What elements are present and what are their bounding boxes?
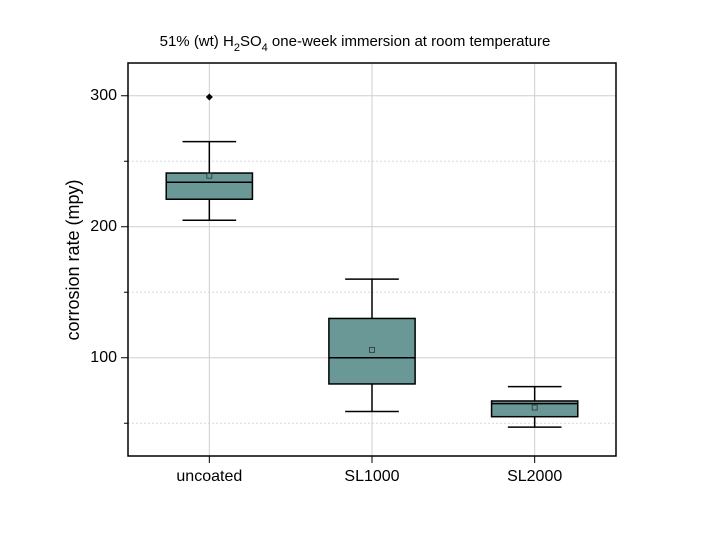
mean xyxy=(531,404,538,411)
y-tick-label: 100 xyxy=(90,349,117,366)
box xyxy=(165,172,254,200)
y-axis-label: corrosion rate (mpy) xyxy=(63,179,83,340)
plot-frame xyxy=(127,62,617,457)
box xyxy=(490,400,579,418)
mean xyxy=(206,172,213,179)
chart-title: 51% (wt) H2SO4 one-week immersion at roo… xyxy=(160,33,551,54)
y-tick-label: 300 xyxy=(90,87,117,104)
x-tick-label: SL1000 xyxy=(344,468,399,485)
x-tick-label: uncoated xyxy=(176,468,242,485)
x-tick-label: SL2000 xyxy=(507,468,562,485)
mean xyxy=(369,346,375,353)
box xyxy=(328,317,416,385)
outlier xyxy=(205,93,213,101)
y-tick-label: 200 xyxy=(90,218,117,235)
